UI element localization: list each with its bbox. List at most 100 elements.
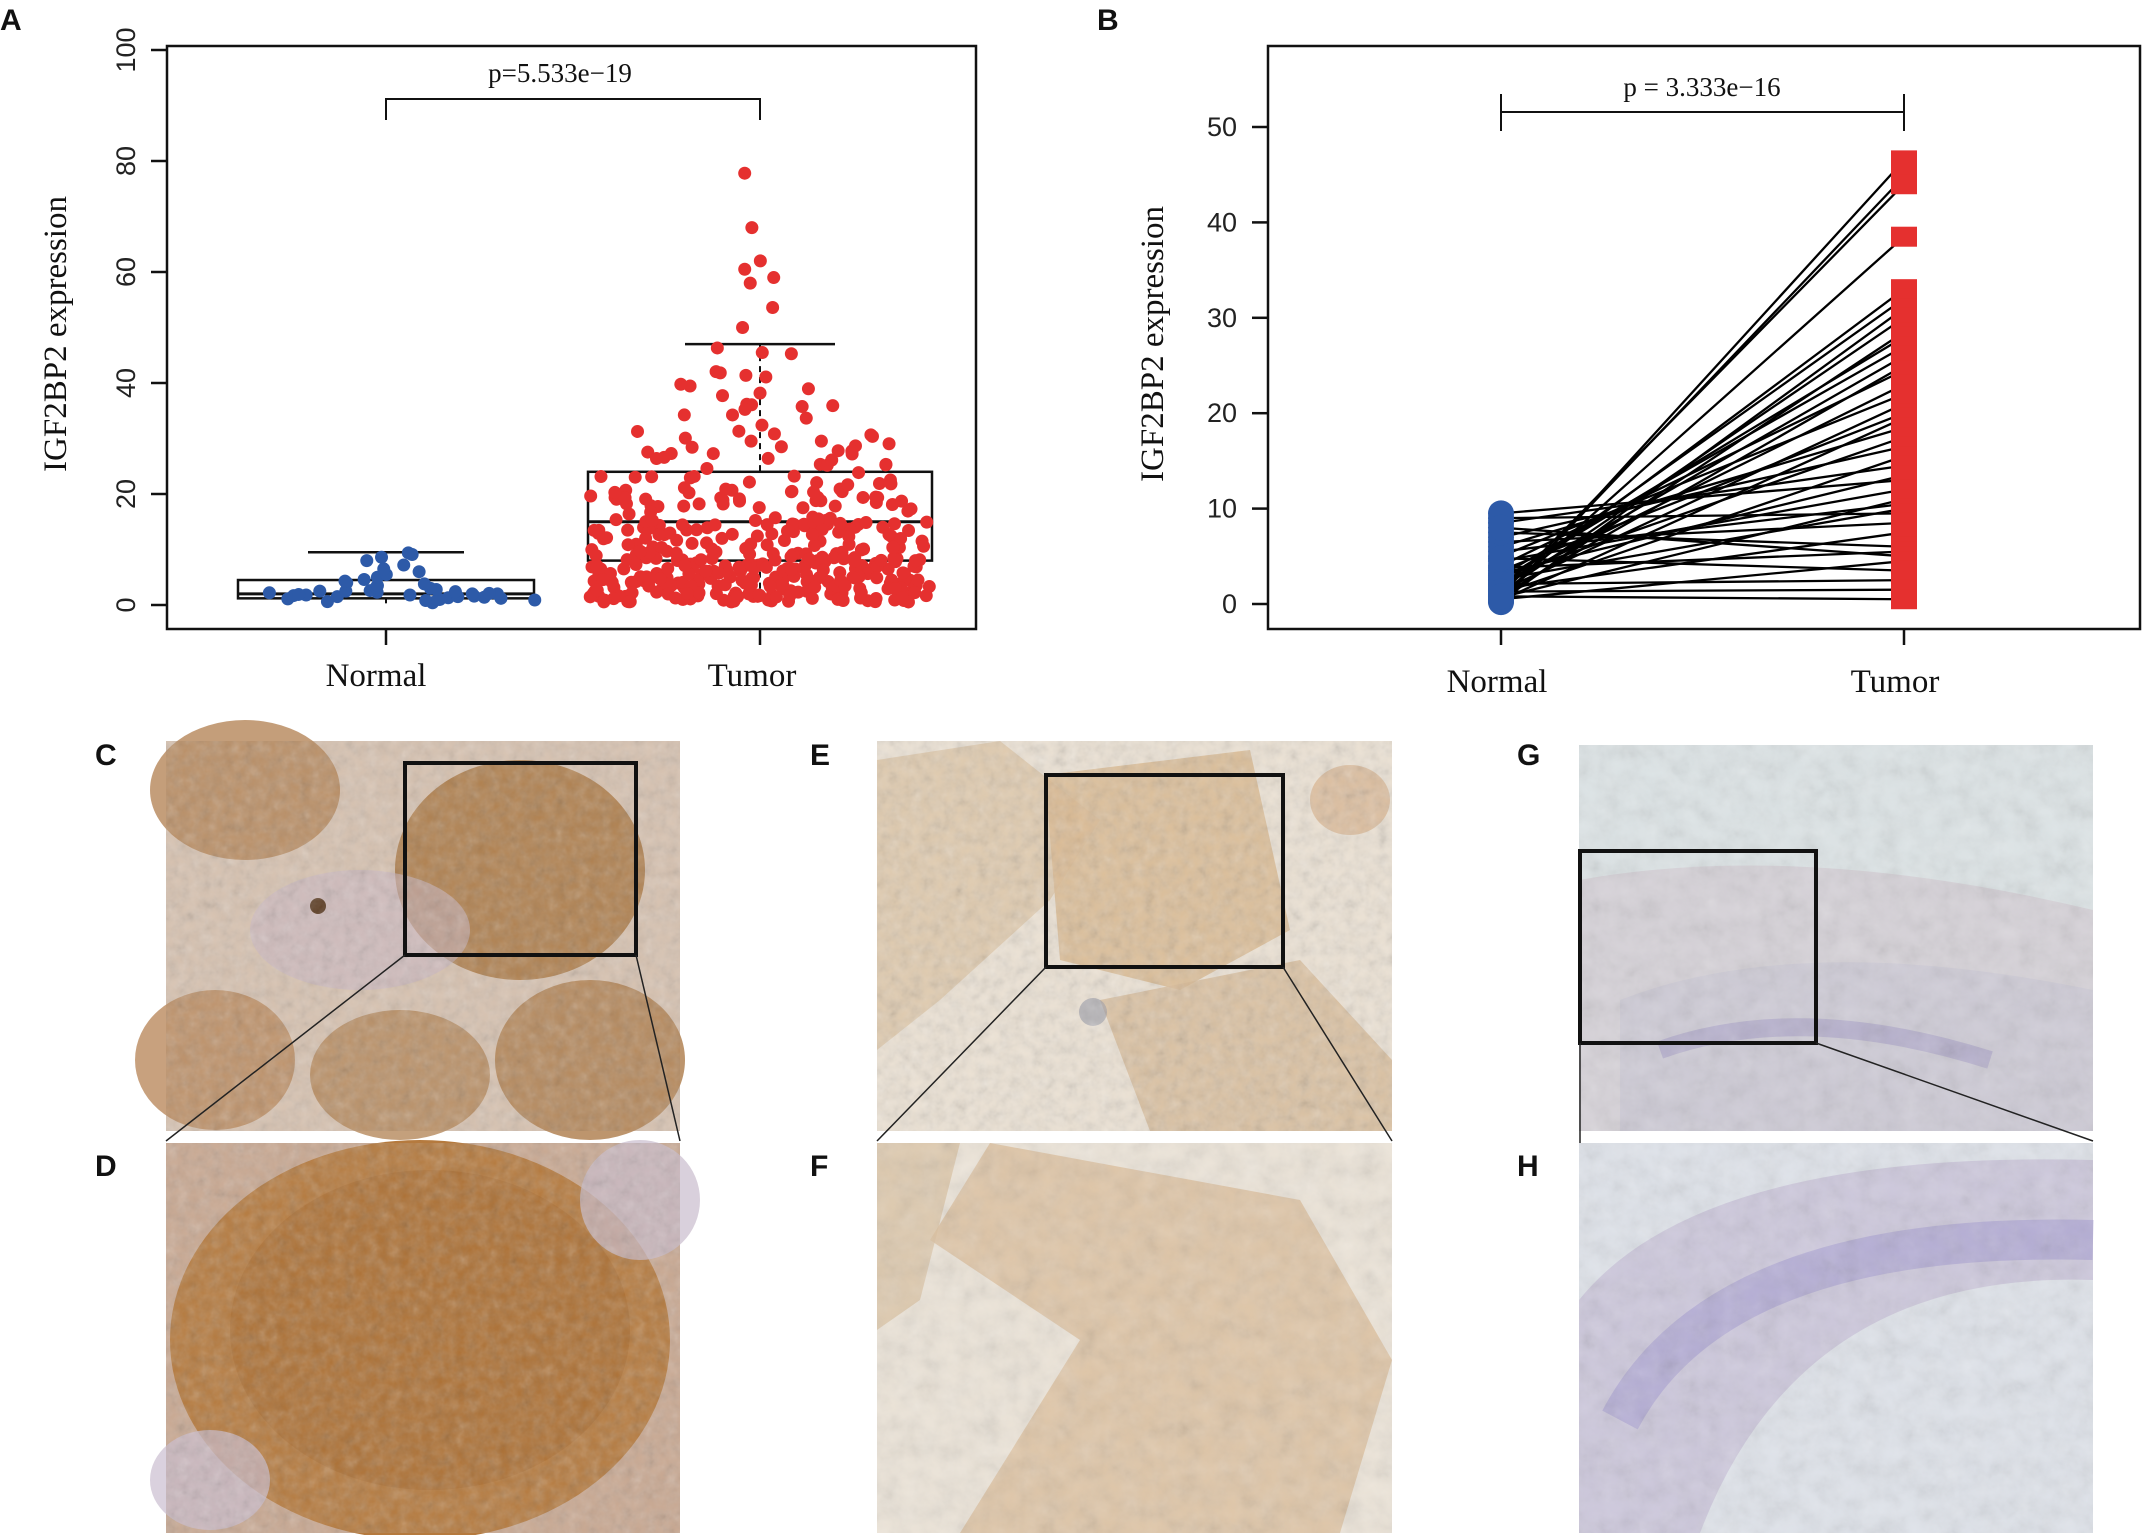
data-point-tumor (621, 523, 635, 537)
data-point-tumor (768, 511, 782, 525)
pair-line (1500, 579, 1905, 586)
data-point-tumor (831, 444, 845, 458)
zoom-line-e-left (876, 966, 1047, 1142)
pair-line (1500, 345, 1905, 577)
data-point-tumor (591, 526, 605, 540)
data-point-tumor (596, 573, 610, 587)
panel-label-f: F (810, 1150, 828, 1183)
data-point-tumor (718, 578, 732, 592)
x-label-tumor: Tumor (708, 658, 797, 694)
data-point-tumor (847, 554, 861, 568)
data-point-tumor (584, 489, 598, 503)
ihc-image-c (135, 720, 685, 1140)
data-point-normal (482, 586, 496, 600)
ihc-image-d (150, 1140, 700, 1535)
plot-b-frame (1266, 44, 2142, 631)
data-point-tumor (678, 559, 692, 573)
data-point-tumor (677, 481, 691, 495)
data-point-tumor (874, 553, 888, 567)
data-point-tumor (805, 527, 819, 541)
pair-line (1500, 557, 1905, 572)
data-point-tumor (774, 578, 788, 592)
data-point-tumor (712, 566, 726, 580)
data-point-tumor (628, 470, 642, 484)
data-point-tumor (768, 553, 782, 567)
data-point-tumor (710, 341, 724, 355)
data-point-normal (403, 588, 417, 602)
data-point-tumor (802, 552, 816, 566)
x-label-normal: Normal (326, 658, 427, 694)
data-point-tumor (799, 411, 813, 425)
data-point-tumor (649, 451, 663, 465)
data-point-tumor (739, 368, 753, 382)
data-point-tumor (652, 528, 666, 542)
data-point-tumor (742, 475, 756, 489)
y-tick-label: 50 (1207, 112, 1237, 142)
data-point-tumor (590, 583, 604, 597)
data-point-tumor (675, 518, 689, 532)
pair-line (1500, 512, 1905, 520)
data-point-tumor (784, 347, 798, 361)
data-point-tumor (622, 595, 636, 609)
data-point-tumor (766, 301, 780, 315)
data-point-tumor (669, 546, 683, 560)
data-point-tumor (716, 497, 730, 511)
data-point-tumor (842, 530, 856, 544)
data-point-tumor (748, 514, 762, 528)
pair-line (1500, 497, 1905, 599)
data-point-tumor (731, 590, 745, 604)
data-point-tumor (872, 477, 886, 491)
pair-line (1500, 595, 1905, 601)
data-point-tumor (784, 563, 798, 577)
x-label-normal: Normal (1447, 664, 1548, 700)
y-tick-label: 10 (1207, 494, 1237, 524)
data-point-tumor (674, 377, 688, 391)
data-point-tumor (719, 482, 733, 496)
data-point-tumor (744, 578, 758, 592)
data-point-normal (338, 574, 352, 588)
data-point-tumor (808, 580, 822, 594)
plot-a-pvalue: p=5.533e−19 (488, 58, 632, 88)
data-point-tumor (807, 485, 821, 499)
data-point-tumor (621, 538, 635, 552)
data-point-tumor (752, 588, 766, 602)
data-point-tumor (732, 492, 746, 506)
marker-tumor (1891, 150, 1917, 171)
data-point-tumor (713, 366, 727, 380)
data-point-tumor (895, 494, 909, 508)
data-point-tumor (685, 536, 699, 550)
data-point-tumor (765, 527, 779, 541)
data-point-tumor (650, 585, 664, 599)
data-point-tumor (753, 386, 767, 400)
data-point-tumor (894, 532, 908, 546)
y-tick-label: 30 (1207, 303, 1237, 333)
data-point-tumor (796, 501, 810, 515)
data-point-tumor (726, 408, 740, 422)
data-point-normal (417, 577, 431, 591)
panel-label-a: A (0, 4, 22, 37)
data-point-tumor (706, 447, 720, 461)
pair-line (1500, 588, 1905, 593)
data-point-tumor (816, 563, 830, 577)
pair-line (1500, 507, 1905, 581)
data-point-tumor (815, 523, 829, 537)
data-point-tumor (752, 501, 766, 515)
data-point-tumor (677, 499, 691, 513)
data-point-tumor (643, 572, 657, 586)
y-tick-label: 20 (111, 479, 141, 509)
data-point-tumor (805, 591, 819, 605)
data-point-tumor (887, 552, 901, 566)
data-point-tumor (725, 527, 739, 541)
ihc-image-g (1578, 745, 2093, 1131)
marker-normal (1488, 514, 1514, 541)
data-point-tumor (801, 382, 815, 396)
data-point-tumor (759, 370, 773, 384)
data-point-tumor (589, 549, 603, 563)
panel-label-h: H (1517, 1150, 1539, 1183)
data-point-tumor (865, 429, 879, 443)
plot-a-frame (165, 44, 978, 631)
data-point-tumor (708, 518, 722, 532)
data-point-tumor (590, 558, 604, 572)
data-point-tumor (744, 434, 758, 448)
pair-line (1500, 531, 1905, 548)
